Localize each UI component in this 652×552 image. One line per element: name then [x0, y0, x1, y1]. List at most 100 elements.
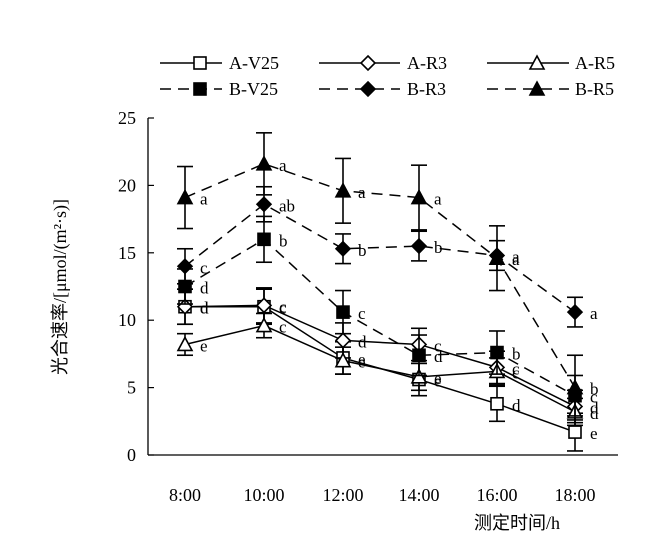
y-tick-label: 10	[118, 310, 136, 330]
legend-marker	[528, 80, 546, 96]
y-tick-label: 5	[127, 378, 136, 398]
significance-label: a	[512, 250, 520, 269]
data-point	[412, 348, 426, 363]
legend: A-V25 A-R3 A-R5 B-V25 B-R3 B-R5	[160, 53, 615, 99]
series-line	[184, 203, 576, 313]
legend-label: B-V25	[229, 79, 278, 99]
significance-label: c	[200, 258, 208, 277]
legend-marker	[528, 54, 546, 70]
data-point	[255, 155, 273, 171]
significance-label: b	[590, 380, 599, 399]
legend-item: A-R3	[319, 53, 447, 73]
significance-label: d	[200, 299, 209, 318]
y-tick-label: 25	[118, 108, 136, 128]
legend-item: B-R3	[319, 79, 446, 99]
y-axis-title: 光合速率/[μmol/(m²·s)]	[50, 199, 71, 375]
significance-label: b	[279, 231, 288, 250]
significance-label: e	[434, 369, 442, 388]
significance-label: c	[358, 304, 366, 323]
significance-label: c	[279, 297, 287, 316]
data-point	[566, 303, 584, 321]
legend-label: A-V25	[229, 53, 279, 73]
significance-label: b	[358, 241, 367, 260]
series-line	[184, 238, 576, 397]
legend-label: A-R3	[407, 53, 447, 73]
data-point	[410, 188, 428, 205]
significance-label: e	[358, 353, 366, 372]
significance-label: e	[434, 372, 442, 391]
data-point	[176, 335, 194, 352]
legend-item: B-R5	[487, 79, 614, 99]
legend-item: A-V25	[160, 53, 279, 73]
legend-label: A-R5	[575, 53, 615, 73]
data-point	[490, 345, 504, 360]
legend-marker	[193, 56, 207, 70]
significance-label: a	[434, 190, 442, 209]
significance-label: c	[512, 359, 520, 378]
significance-label: a	[512, 247, 520, 266]
data-point	[334, 182, 352, 198]
data-point	[255, 196, 273, 213]
legend-item: A-R5	[487, 53, 615, 73]
legend-marker	[359, 80, 377, 98]
x-tick-label: 12:00	[322, 485, 363, 505]
significance-label: b	[512, 345, 521, 364]
data-point	[334, 351, 352, 368]
significance-label: d	[434, 347, 443, 366]
significance-label: d	[590, 398, 599, 417]
significance-label: a	[358, 183, 366, 202]
significance-label: c	[590, 388, 598, 407]
significance-label: a	[279, 156, 287, 175]
data-point	[568, 425, 582, 439]
legend-marker	[193, 82, 207, 96]
significance-label: ab	[279, 196, 295, 215]
data-point	[488, 249, 506, 265]
series-line	[184, 324, 576, 413]
significance-label: a	[590, 304, 598, 323]
significance-label: d	[200, 279, 209, 298]
legend-marker	[359, 54, 377, 72]
significance-label: e	[358, 350, 366, 369]
x-axis-title: 测定时间/h	[474, 513, 560, 533]
x-tick-label: 14:00	[398, 485, 439, 505]
significance-label: d	[358, 332, 367, 351]
significance-label: b	[434, 238, 443, 257]
data-point	[176, 188, 194, 205]
significance-label: e	[590, 424, 598, 443]
data-point	[410, 368, 428, 384]
data-point	[257, 232, 271, 247]
significance-label: d	[590, 404, 599, 423]
significance-label: d	[512, 396, 521, 415]
series-line	[184, 163, 576, 388]
series-B-R5: aaa aab	[176, 132, 599, 421]
x-tick-label: 8:00	[169, 485, 201, 505]
legend-item: B-V25	[160, 79, 278, 99]
data-point	[255, 297, 273, 314]
y-tick-label: 15	[118, 243, 136, 263]
series-A-R3: d cd ccd	[176, 287, 599, 424]
significance-label: c	[434, 336, 442, 355]
data-point	[410, 237, 428, 255]
y-tick-label: 20	[118, 175, 136, 195]
y-tick-label: 0	[127, 445, 136, 465]
significance-label: a	[200, 190, 208, 209]
data-point	[490, 396, 504, 411]
x-tick-label: 18:00	[554, 485, 595, 505]
legend-label: B-R3	[407, 79, 446, 99]
axes: 0 5 10 15 20 25 8:00 10:00 12:00 14:00 16:00 18:00	[118, 108, 618, 505]
significance-label: c	[512, 363, 520, 382]
x-tick-label: 16:00	[476, 485, 517, 505]
significance-label: e	[200, 336, 208, 355]
x-tick-label: 10:00	[243, 485, 284, 505]
significance-label: c	[279, 318, 287, 337]
significance-label: c	[279, 299, 287, 318]
data-point	[334, 240, 352, 257]
series-line	[184, 304, 576, 408]
data-point	[566, 378, 584, 395]
data-point	[334, 332, 352, 349]
data-point	[176, 258, 194, 275]
data-point	[255, 316, 273, 333]
